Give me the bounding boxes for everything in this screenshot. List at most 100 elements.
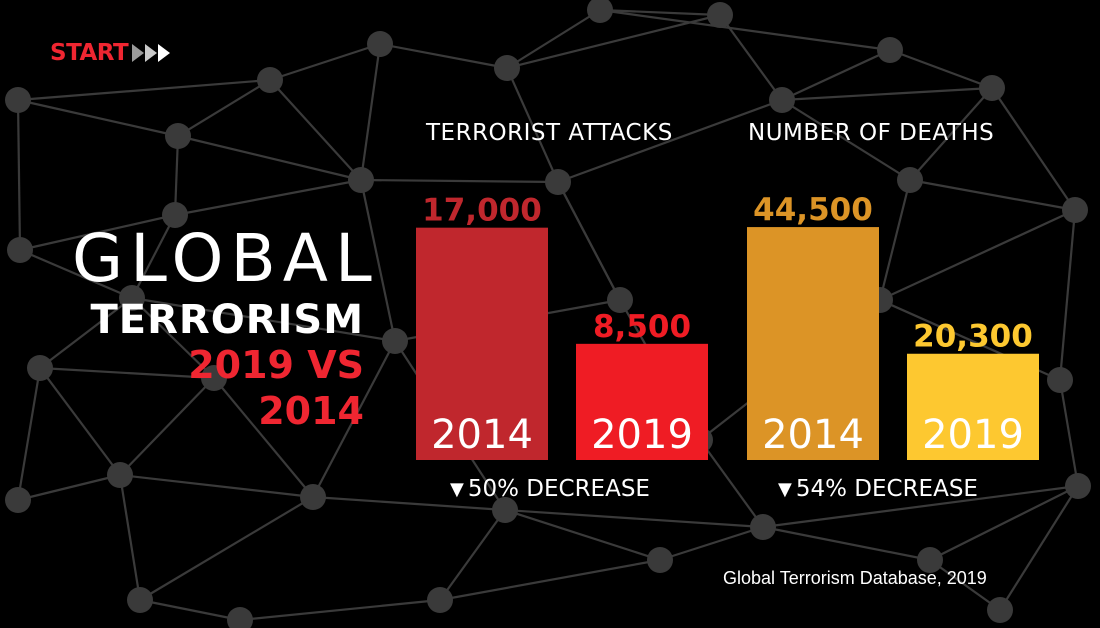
network-node <box>127 587 153 613</box>
network-node <box>201 365 227 391</box>
network-node <box>877 37 903 63</box>
network-node <box>300 484 326 510</box>
network-edge <box>781 86 993 102</box>
network-node <box>769 87 795 113</box>
source-note: Global Terrorism Database, 2019 <box>723 568 987 588</box>
network-edge <box>174 178 362 217</box>
network-edge <box>139 598 241 622</box>
network-edge <box>557 98 783 184</box>
network-edge <box>889 48 993 90</box>
attacks-value-label-2019: 8,500 <box>593 309 691 345</box>
network-node <box>1062 197 1088 223</box>
headline: GLOBAL TERRORISM 2019 VS 2014 <box>72 220 372 434</box>
network-node <box>367 31 393 57</box>
network-node <box>162 202 188 228</box>
network-edge <box>909 87 993 181</box>
network-node <box>707 2 733 28</box>
network-edge <box>599 8 721 17</box>
attacks-change: ▼ 50% DECREASE <box>450 476 650 502</box>
network-node <box>750 514 776 540</box>
attacks-category-label-2014: 2014 <box>431 412 533 458</box>
network-edge <box>557 181 621 301</box>
attacks-chart-title: TERRORIST ATTACKS <box>426 120 673 146</box>
network-node <box>119 285 145 311</box>
network-edge <box>781 99 911 181</box>
network-edge <box>131 214 176 299</box>
network-edge <box>19 213 176 252</box>
deaths-category-label-2014: 2014 <box>762 412 864 458</box>
deaths-bar-2014 <box>747 227 879 460</box>
network-edge <box>1058 209 1077 381</box>
network-edge <box>119 377 215 476</box>
network-node <box>587 0 613 23</box>
network-edge <box>177 79 271 137</box>
network-node <box>5 487 31 513</box>
network-edge <box>762 484 1079 529</box>
network-edge <box>719 14 783 101</box>
deaths-value-label-2019: 20,300 <box>913 319 1033 355</box>
network-edge <box>39 367 121 476</box>
network-edge <box>119 473 314 499</box>
network-node <box>647 547 673 573</box>
network-node <box>27 355 53 381</box>
network-node <box>494 55 520 81</box>
network-edge <box>929 559 1001 611</box>
network-edge <box>173 135 180 216</box>
network-edge <box>17 78 271 102</box>
deaths-category-label-2019: 2019 <box>922 412 1024 458</box>
attacks-value-label-2014: 17,000 <box>422 193 542 229</box>
network-edge <box>16 99 22 251</box>
network-node <box>1047 367 1073 393</box>
network-node <box>5 87 31 113</box>
network-edge <box>439 558 661 602</box>
network-edge <box>131 297 215 379</box>
network-node <box>897 167 923 193</box>
network-edge <box>991 87 1076 211</box>
network-edge <box>39 366 215 380</box>
network-node <box>7 237 33 263</box>
network-edge <box>359 179 397 342</box>
network-edge <box>312 340 396 498</box>
network-node <box>227 607 253 628</box>
logo-text: START <box>50 40 129 66</box>
network-node <box>382 328 408 354</box>
network-node <box>257 67 283 93</box>
network-node <box>165 123 191 149</box>
network-edge <box>269 42 381 82</box>
attacks-bar-2014 <box>416 227 548 460</box>
network-edge <box>781 49 891 101</box>
network-edge <box>699 439 764 528</box>
network-edge <box>659 525 764 562</box>
network-edge <box>177 134 362 182</box>
network-edge <box>909 178 1076 212</box>
network-edge <box>139 496 314 601</box>
down-triangle-icon: ▼ <box>778 478 792 500</box>
network-edge <box>999 485 1079 611</box>
headline-line-2: TERRORISM <box>90 297 364 343</box>
network-edge <box>379 42 508 70</box>
network-edge <box>505 67 560 183</box>
network-edge <box>504 508 764 529</box>
network-node <box>987 597 1013 623</box>
network-edge <box>360 178 559 184</box>
network-edge <box>929 485 1079 561</box>
network-node <box>427 587 453 613</box>
network-edge <box>312 495 506 512</box>
network-edge <box>269 79 362 181</box>
attacks-change-text: 50% DECREASE <box>467 476 650 502</box>
deaths-bar-2019 <box>907 353 1039 460</box>
start-logo: START <box>50 40 172 66</box>
deaths-change-text: 54% DECREASE <box>795 476 978 502</box>
network-node <box>979 75 1005 101</box>
deaths-chart-title: NUMBER OF DEATHS <box>748 120 995 146</box>
network-edge <box>17 98 179 138</box>
fast-forward-icon <box>132 44 171 62</box>
network-edge <box>118 474 142 601</box>
network-edge <box>17 473 121 502</box>
attacks-category-label-2019: 2019 <box>591 412 693 458</box>
network-node <box>1065 473 1091 499</box>
network-node <box>545 169 571 195</box>
deaths-change: ▼ 54% DECREASE <box>778 476 978 502</box>
